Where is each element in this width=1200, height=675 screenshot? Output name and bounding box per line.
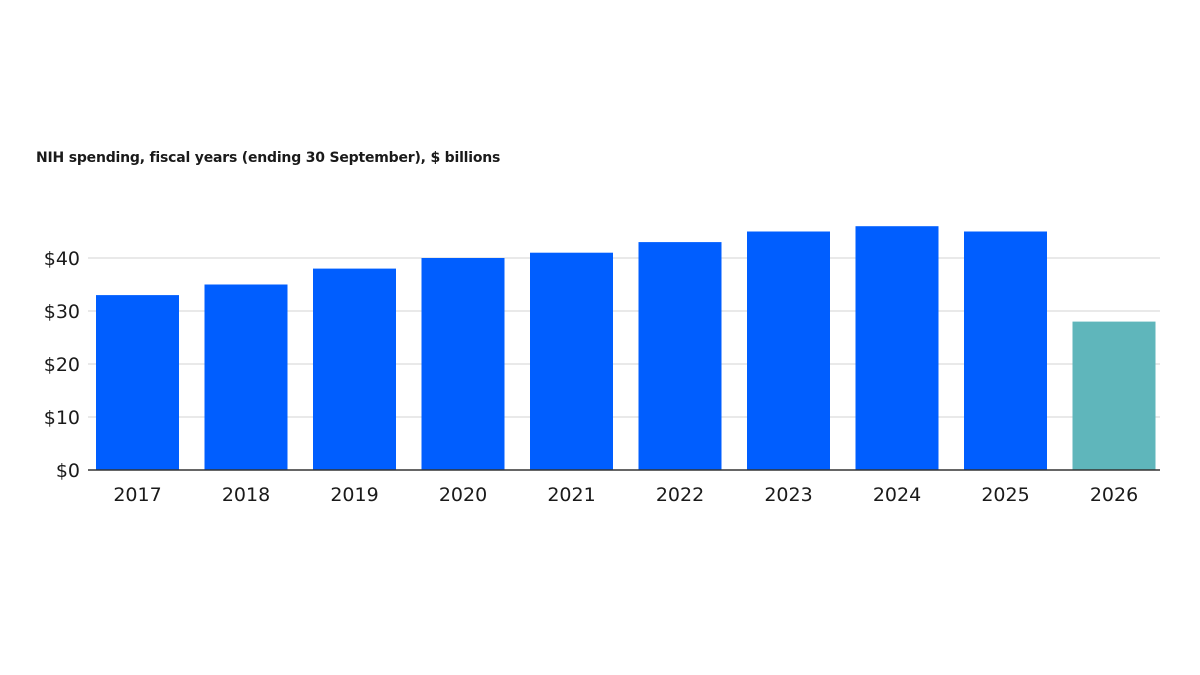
bar-2018 [204, 284, 288, 470]
chart-subtitle: NIH spending, fiscal years (ending 30 Se… [36, 150, 501, 166]
y-tick-label: $30 [44, 301, 80, 323]
x-tick-label: 2019 [330, 484, 378, 506]
bar-2020 [421, 258, 505, 470]
bar-2022 [638, 242, 722, 470]
bar-2017 [96, 295, 179, 470]
bar-2026 [1072, 321, 1156, 470]
bar-2019 [313, 268, 396, 470]
y-tick-label: $20 [44, 354, 80, 376]
bar-2023 [747, 231, 830, 470]
x-tick-label: 2020 [439, 484, 487, 506]
x-tick-label: 2018 [222, 484, 270, 506]
x-tick-label: 2021 [547, 484, 595, 506]
bar-2024 [855, 226, 939, 470]
x-tick-label: 2025 [981, 484, 1029, 506]
x-tick-label: 2026 [1090, 484, 1138, 506]
bars [96, 226, 1156, 470]
bar-2021 [530, 252, 613, 470]
x-tick-label: 2017 [113, 484, 161, 506]
x-tick-label: 2024 [873, 484, 921, 506]
x-tick-label: 2023 [764, 484, 812, 506]
x-axis-ticks: 2017 2018 2019 2020 2021 2022 2023 2024 2025 2026 [113, 484, 1138, 506]
y-tick-label: $40 [44, 248, 80, 270]
y-tick-label: $0 [56, 460, 80, 482]
y-axis-ticks: $0 $10 $20 $30 $40 [44, 248, 80, 482]
y-tick-label: $10 [44, 407, 80, 429]
x-tick-label: 2022 [656, 484, 704, 506]
bar-2025 [964, 231, 1047, 470]
